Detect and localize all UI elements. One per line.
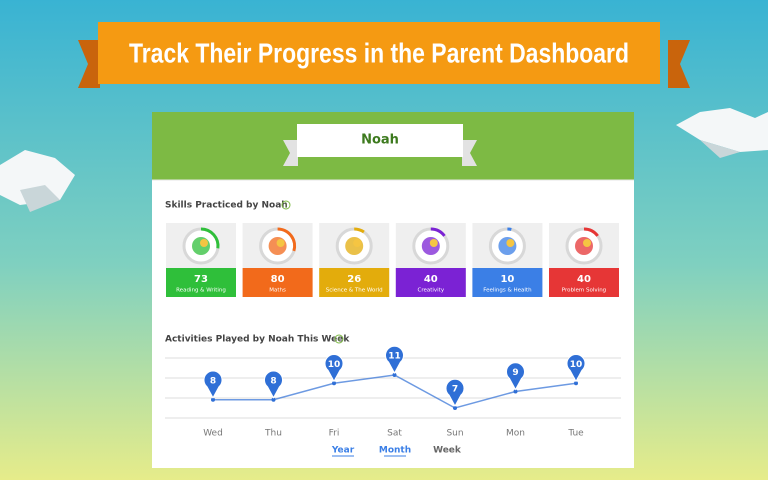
skill-icon [506, 239, 515, 247]
value-pin [324, 354, 344, 383]
skill-label: Feelings & Health [483, 288, 532, 294]
skill-progress-arc [200, 227, 220, 249]
point [513, 389, 518, 394]
skill-icon [498, 237, 517, 255]
child-name: Noah [361, 133, 399, 148]
pin-label: 8 [270, 376, 276, 386]
skill-icon [276, 239, 285, 247]
pin-label: 10 [328, 360, 341, 370]
skill-value: 26 [347, 274, 361, 285]
skill-label: Creativity [417, 288, 444, 294]
skill-icon [345, 237, 364, 255]
skill-bar [395, 268, 466, 297]
skill-progress-arc [430, 227, 446, 237]
section-title: Skills Practiced by Noah [165, 201, 288, 211]
cloud [676, 108, 768, 158]
value-pin [566, 354, 586, 383]
pin-label: 11 [388, 352, 401, 362]
skill-label: Problem Solving [562, 288, 606, 294]
period-tab[interactable]: Year [331, 446, 355, 456]
skill-value: 80 [271, 274, 285, 285]
skill-progress-arc [583, 227, 599, 237]
info-icon[interactable]: i [334, 334, 344, 344]
skill-value: 73 [194, 274, 208, 285]
skill-value: 10 [500, 274, 514, 285]
svg-text:i: i [285, 202, 287, 209]
value-pin [203, 370, 223, 399]
skill-label: Reading & Writing [176, 288, 226, 294]
point [271, 397, 276, 402]
pin-label: 8 [210, 376, 216, 386]
x-tick-label: Sun [446, 429, 463, 439]
section-title: Activities Played by Noah This Week [165, 335, 350, 345]
name-ribbon [297, 124, 463, 157]
skill-icon [353, 239, 362, 247]
x-tick-label: Tue [567, 429, 584, 439]
value-pin [506, 362, 525, 391]
skill-icon [429, 239, 438, 247]
point [211, 397, 215, 402]
pin-label: 10 [570, 360, 583, 370]
ribbon-tail [462, 140, 477, 166]
x-tick-label: Thu [264, 429, 282, 439]
skill-value: 40 [424, 274, 438, 285]
point [453, 406, 457, 410]
skill-bar [166, 268, 236, 297]
skill-label: Science & The World [326, 288, 383, 294]
point [392, 373, 397, 377]
x-tick-label: Mon [506, 429, 525, 439]
value-pin [264, 370, 283, 399]
x-tick-label: Fri [329, 429, 340, 439]
skill-icon [583, 239, 591, 247]
period-tab[interactable]: Week [433, 446, 462, 456]
skill-icon [192, 237, 210, 255]
skill-bar [242, 268, 313, 297]
x-tick-label: Wed [203, 429, 223, 439]
skill-icon [268, 237, 287, 255]
skill-icon [575, 237, 593, 255]
skill-bar [319, 268, 390, 297]
skill-progress-arc [277, 227, 297, 252]
skill-icon [200, 239, 208, 247]
skill-bar [549, 268, 619, 297]
point [574, 381, 578, 386]
pin-label: 7 [452, 385, 458, 395]
value-pin [445, 378, 465, 408]
skill-value: 40 [577, 274, 591, 285]
value-pin [385, 345, 404, 375]
ribbon-tail [283, 140, 298, 166]
info-icon[interactable]: i [281, 200, 291, 210]
banner: Track Their Progress in the Parent Dashb… [78, 22, 690, 88]
x-tick-label: Sat [387, 429, 402, 439]
skill-icon [421, 237, 440, 255]
pin-label: 9 [512, 368, 518, 378]
period-tab[interactable]: Month [379, 446, 411, 456]
cloud [0, 150, 75, 212]
skill-label: Maths [269, 288, 286, 294]
skill-bar [472, 268, 543, 297]
point [332, 381, 336, 386]
svg-text:i: i [338, 336, 340, 343]
banner-title: Track Their Progress in the Parent Dashb… [129, 37, 629, 68]
skill-progress-arc [354, 227, 365, 234]
